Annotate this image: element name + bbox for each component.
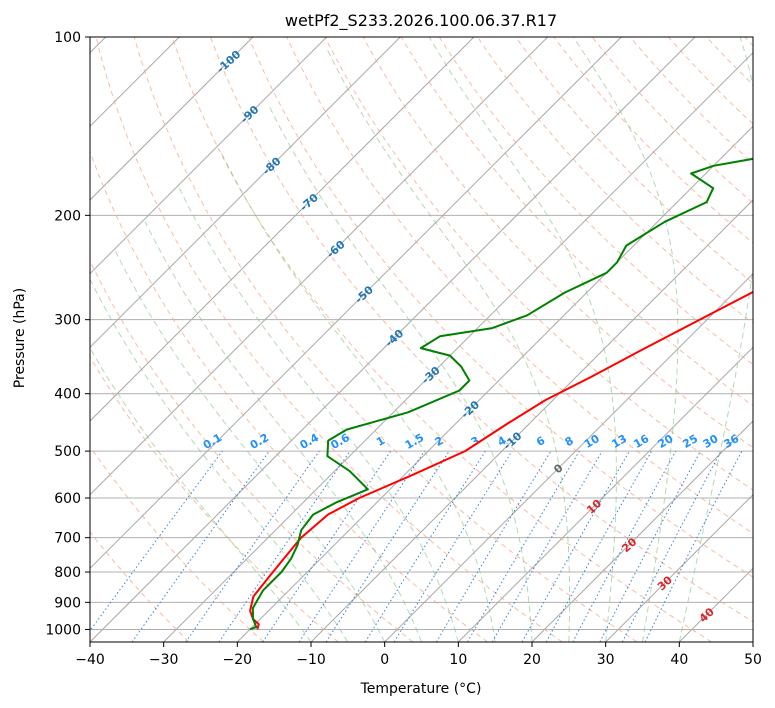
x-tick-label: 10 [449, 652, 467, 668]
moist-adiabat [267, 104, 533, 642]
moist-adiabat [572, 37, 679, 642]
dry-adiabat [400, 37, 753, 407]
mixing-ratio-line [185, 450, 320, 642]
isotherm-line [163, 51, 753, 642]
mixing-ratio-line [325, 450, 450, 642]
y-tick-label: 300 [54, 313, 81, 329]
y-tick-label: 800 [54, 565, 81, 581]
isotherm-line [90, 37, 328, 275]
x-tick-label: −10 [296, 652, 326, 668]
y-tick-label: 600 [54, 491, 81, 507]
moist-adiabat [178, 187, 459, 642]
moist-adiabat [90, 347, 312, 642]
y-tick-label: 200 [54, 208, 81, 224]
y-tick-label: 1000 [45, 622, 81, 638]
chart-title: wetPf2_S233.2026.100.06.37.R17 [285, 11, 557, 31]
isotherm-line [90, 37, 475, 422]
x-tick-label: 20 [523, 652, 541, 668]
isotherm-line [90, 37, 696, 642]
isotherm-line [384, 272, 753, 642]
y-tick-label: 100 [54, 30, 81, 46]
isotherm-line [90, 37, 254, 201]
isotherm-line [90, 37, 622, 570]
x-tick-label: −30 [149, 652, 179, 668]
dry-adiabat [90, 531, 190, 642]
moist-adiabat [428, 37, 617, 642]
mixing-ratio-line [393, 450, 513, 642]
mixing-ratio-line [90, 450, 223, 632]
x-tick-label: 50 [744, 652, 762, 668]
dry-adiabat [286, 37, 753, 534]
temperature-profile-line [249, 290, 753, 630]
mixing-ratio-line [572, 450, 677, 642]
isotherm-line [90, 37, 549, 496]
dry-adiabat [324, 37, 753, 491]
dry-adiabat [133, 37, 638, 642]
dry-adiabat [210, 37, 753, 623]
isotherm-line [605, 493, 753, 642]
moist-adiabat [144, 221, 422, 642]
mixing-ratio-line [298, 450, 425, 642]
moist-adiabat [326, 49, 571, 642]
plot-frame [89, 36, 754, 643]
x-tick-label: 0 [380, 652, 389, 668]
isotherm-line [90, 37, 401, 349]
axes: −40 −30 −20 −10 0 10 20 30 40 50 100 200 300 400 500 60… [45, 30, 762, 668]
dry-adiabat [95, 37, 563, 642]
dry-adiabat [362, 37, 753, 449]
dry-adiabat [90, 356, 339, 642]
mixing-ratio-line [521, 450, 630, 642]
y-tick-label: 400 [54, 387, 81, 403]
isotherm-line [457, 346, 753, 642]
isotherm-line [531, 420, 753, 642]
dry-adiabat [248, 37, 753, 578]
dewpoint-profile-line [249, 157, 753, 631]
y-axis-label: Pressure (hPa) [12, 288, 28, 388]
mixing-ratio-line [545, 450, 653, 642]
isotherm-line [236, 125, 753, 642]
y-tick-label: 900 [54, 595, 81, 611]
x-tick-label: 30 [597, 652, 615, 668]
moist-adiabat [115, 251, 386, 642]
x-axis-label: Temperature (°C) [360, 681, 482, 697]
x-tick-label: −40 [75, 652, 105, 668]
moist-adiabat [219, 149, 496, 642]
mixing-ratio-line [218, 450, 351, 642]
dry-adiabat [438, 37, 753, 365]
y-tick-label: 700 [54, 531, 81, 547]
mixing-ratio-line [262, 450, 392, 642]
mixing-ratio-line [644, 450, 743, 642]
y-tick-label: 500 [54, 444, 81, 460]
x-tick-label: 40 [670, 652, 688, 668]
moist-adiabat [678, 37, 753, 642]
x-tick-label: −20 [223, 652, 253, 668]
mixing-ratio-line [131, 450, 270, 642]
moist-adiabat [90, 278, 349, 642]
